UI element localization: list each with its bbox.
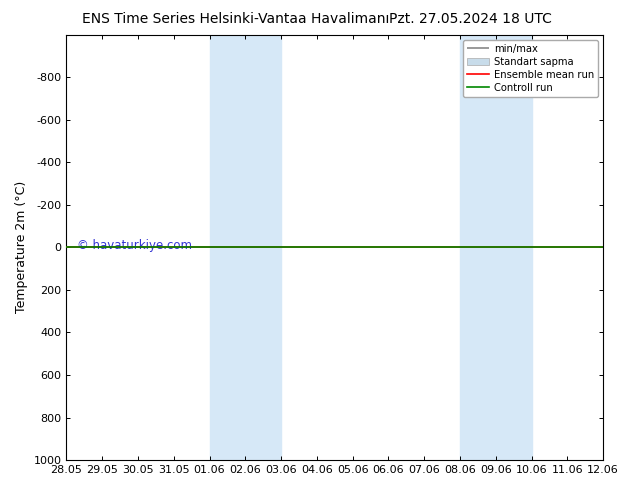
Bar: [210, 35, 281, 460]
Text: Pzt. 27.05.2024 18 UTC: Pzt. 27.05.2024 18 UTC: [389, 12, 552, 26]
Y-axis label: Temperature 2m (°C): Temperature 2m (°C): [15, 181, 28, 314]
Text: © havaturkiye.com: © havaturkiye.com: [77, 239, 192, 252]
Bar: [460, 35, 531, 460]
Text: ENS Time Series Helsinki-Vantaa Havalimanı: ENS Time Series Helsinki-Vantaa Havalima…: [82, 12, 390, 26]
Legend: min/max, Standart sapma, Ensemble mean run, Controll run: min/max, Standart sapma, Ensemble mean r…: [463, 40, 598, 97]
